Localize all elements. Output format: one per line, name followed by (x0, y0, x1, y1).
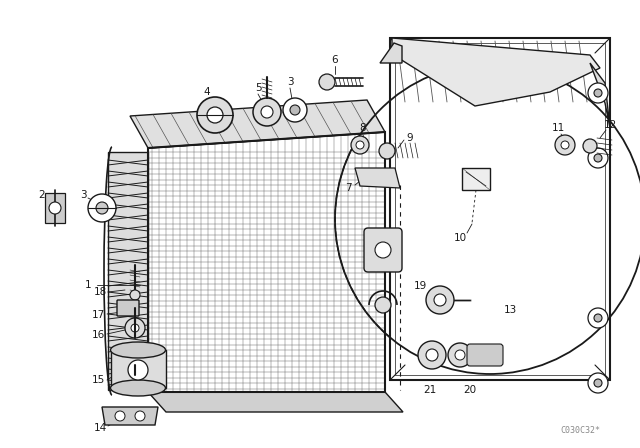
Circle shape (128, 360, 148, 380)
Polygon shape (148, 132, 385, 392)
Circle shape (594, 154, 602, 162)
Circle shape (115, 411, 125, 421)
Text: 12: 12 (604, 120, 616, 130)
Circle shape (588, 83, 608, 103)
Polygon shape (45, 193, 65, 223)
Polygon shape (392, 38, 600, 106)
Polygon shape (355, 168, 400, 188)
Polygon shape (590, 63, 610, 128)
Text: 7: 7 (345, 183, 351, 193)
Text: 13: 13 (504, 305, 516, 315)
Circle shape (319, 74, 335, 90)
Text: 16: 16 (92, 330, 104, 340)
Circle shape (426, 286, 454, 314)
FancyBboxPatch shape (117, 300, 139, 316)
Text: 1: 1 (84, 280, 92, 290)
Circle shape (283, 98, 307, 122)
Circle shape (555, 135, 575, 155)
Text: 3: 3 (80, 190, 86, 200)
Circle shape (455, 350, 465, 360)
Text: 19: 19 (413, 281, 427, 291)
Text: 20: 20 (463, 385, 477, 395)
Circle shape (125, 318, 145, 338)
Polygon shape (108, 152, 148, 390)
Circle shape (130, 290, 140, 300)
Circle shape (448, 343, 472, 367)
Text: 14: 14 (93, 423, 107, 433)
Text: 6: 6 (332, 55, 339, 65)
Circle shape (594, 314, 602, 322)
Circle shape (583, 139, 597, 153)
Ellipse shape (111, 342, 166, 358)
Bar (111, 350, 166, 388)
Circle shape (434, 294, 446, 306)
Text: 3: 3 (287, 77, 293, 87)
Bar (390, 38, 610, 380)
Circle shape (351, 136, 369, 154)
Circle shape (594, 379, 602, 387)
Polygon shape (380, 43, 402, 63)
Text: 15: 15 (92, 375, 104, 385)
Circle shape (588, 373, 608, 393)
Circle shape (561, 141, 569, 149)
Circle shape (594, 89, 602, 97)
Circle shape (418, 341, 446, 369)
Text: 9: 9 (406, 133, 413, 143)
Circle shape (588, 308, 608, 328)
Ellipse shape (111, 380, 166, 396)
Bar (395, 43, 605, 375)
Circle shape (426, 349, 438, 361)
Circle shape (375, 242, 391, 258)
Text: 17: 17 (92, 310, 104, 320)
Circle shape (290, 105, 300, 115)
Circle shape (96, 202, 108, 214)
Circle shape (356, 141, 364, 149)
Text: 4: 4 (204, 87, 211, 97)
Polygon shape (102, 407, 158, 425)
Polygon shape (148, 392, 403, 412)
Circle shape (253, 98, 281, 126)
Text: 11: 11 (552, 123, 564, 133)
Polygon shape (130, 100, 385, 148)
Text: 8: 8 (360, 123, 366, 133)
Circle shape (588, 148, 608, 168)
Text: 21: 21 (424, 385, 436, 395)
FancyBboxPatch shape (467, 344, 503, 366)
Text: 2: 2 (38, 190, 45, 200)
Text: 5: 5 (255, 83, 261, 93)
Circle shape (375, 297, 391, 313)
Circle shape (379, 143, 395, 159)
Circle shape (197, 97, 233, 133)
Text: 10: 10 (453, 233, 467, 243)
Text: C030C32*: C030C32* (560, 426, 600, 435)
Circle shape (207, 107, 223, 123)
Text: 18: 18 (93, 287, 107, 297)
Circle shape (88, 194, 116, 222)
Circle shape (261, 106, 273, 118)
Circle shape (131, 324, 139, 332)
Circle shape (49, 202, 61, 214)
Circle shape (135, 411, 145, 421)
FancyBboxPatch shape (364, 228, 402, 272)
Bar (462, 168, 490, 190)
